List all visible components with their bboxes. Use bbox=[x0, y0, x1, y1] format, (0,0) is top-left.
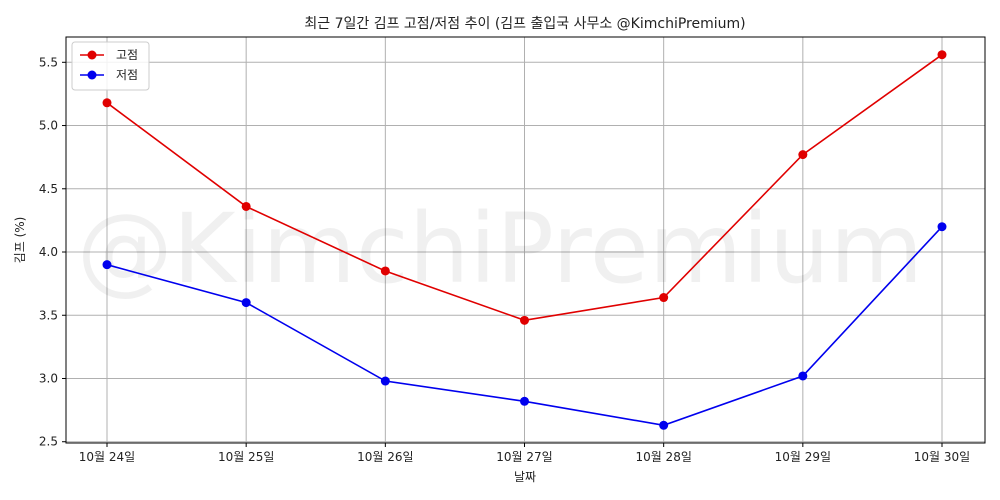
data-point-high bbox=[241, 201, 251, 211]
x-axis-title: 날짜 bbox=[514, 470, 536, 484]
data-point-low bbox=[659, 420, 669, 430]
legend-label-low: 저점 bbox=[116, 68, 138, 82]
data-point-high bbox=[380, 266, 390, 276]
y-tick-label: 4.0 bbox=[39, 245, 58, 259]
data-point-low bbox=[798, 371, 808, 381]
series-lines bbox=[102, 50, 947, 430]
y-tick-label: 3.0 bbox=[39, 371, 58, 385]
x-tick-label: 10월 26일 bbox=[357, 450, 413, 464]
data-point-high bbox=[659, 293, 669, 303]
chart-title: 최근 7일간 김프 고점/저점 추이 (김프 출입국 사무소 @KimchiPr… bbox=[304, 16, 745, 32]
y-tick-label: 4.5 bbox=[39, 182, 58, 196]
y-axis-ticks: 2.5 3.0 3.5 4.0 4.5 5.0 5.5 bbox=[39, 55, 66, 449]
watermark: @KimchiPremium bbox=[77, 193, 924, 305]
y-tick-label: 5.0 bbox=[39, 119, 58, 133]
y-tick-label: 5.5 bbox=[39, 55, 58, 69]
data-point-low bbox=[937, 222, 947, 232]
data-point-low bbox=[102, 260, 112, 270]
x-tick-label: 10월 29일 bbox=[775, 450, 831, 464]
legend-label-high: 고점 bbox=[116, 48, 138, 62]
x-tick-label: 10월 30일 bbox=[914, 450, 970, 464]
x-tick-label: 10월 24일 bbox=[79, 450, 135, 464]
y-tick-label: 3.5 bbox=[39, 308, 58, 322]
legend-marker-low bbox=[87, 70, 97, 80]
data-point-low bbox=[241, 298, 251, 308]
x-tick-label: 10월 28일 bbox=[635, 450, 691, 464]
data-point-low bbox=[520, 396, 529, 406]
x-tick-label: 10월 25일 bbox=[218, 450, 274, 464]
data-point-high bbox=[102, 98, 112, 108]
data-point-high bbox=[937, 50, 947, 60]
y-axis-title: 김프 (%) bbox=[13, 217, 27, 264]
data-point-high bbox=[798, 150, 808, 160]
data-point-high bbox=[520, 315, 529, 325]
plot-frame bbox=[65, 36, 986, 444]
legend: 고점 저점 bbox=[71, 41, 150, 91]
x-tick-label: 10월 27일 bbox=[496, 450, 552, 464]
legend-marker-high bbox=[87, 50, 97, 60]
y-tick-label: 2.5 bbox=[39, 435, 58, 449]
data-point-low bbox=[380, 376, 390, 386]
x-axis-ticks: 10월 24일 10월 25일 10월 26일 10월 27일 10월 28일 10월 2… bbox=[79, 443, 970, 464]
